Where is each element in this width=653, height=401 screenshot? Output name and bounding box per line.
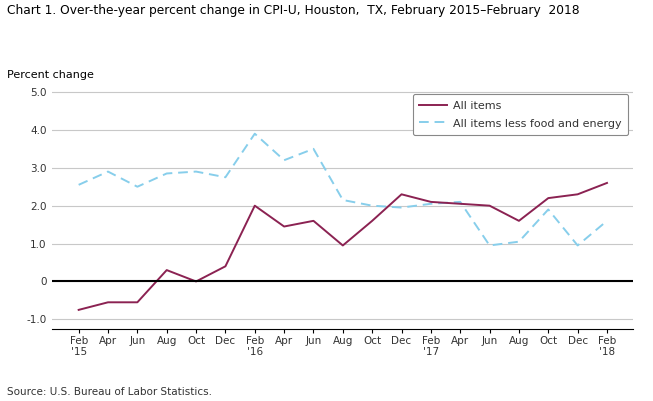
All items less food and energy: [339, 198, 347, 203]
All items: [515, 219, 523, 223]
All items: [74, 308, 82, 312]
All items less food and energy: [574, 243, 582, 248]
All items less food and energy: [515, 239, 523, 244]
All items: [310, 219, 317, 223]
All items less food and energy: [74, 182, 82, 187]
All items less food and energy: [163, 171, 170, 176]
All items less food and energy: [251, 131, 259, 136]
Legend: All items, All items less food and energy: All items, All items less food and energ…: [413, 94, 628, 135]
All items less food and energy: [545, 207, 552, 212]
Text: Source: U.S. Bureau of Labor Statistics.: Source: U.S. Bureau of Labor Statistics.: [7, 387, 212, 397]
All items: [398, 192, 406, 197]
All items: [192, 279, 200, 284]
Text: Chart 1. Over-the-year percent change in CPI-U, Houston,  TX, February 2015–Febr: Chart 1. Over-the-year percent change in…: [7, 4, 579, 17]
All items less food and energy: [398, 205, 406, 210]
All items less food and energy: [104, 169, 112, 174]
All items less food and energy: [280, 158, 288, 163]
All items: [368, 219, 376, 223]
All items: [133, 300, 141, 305]
All items: [545, 196, 552, 200]
All items less food and energy: [133, 184, 141, 189]
All items less food and energy: [427, 201, 435, 206]
All items less food and energy: [486, 243, 494, 248]
All items less food and energy: [192, 169, 200, 174]
All items: [163, 268, 170, 273]
All items less food and energy: [368, 203, 376, 208]
All items: [427, 199, 435, 204]
All items: [251, 203, 259, 208]
All items less food and energy: [603, 219, 611, 223]
All items: [574, 192, 582, 197]
All items: [486, 203, 494, 208]
All items: [339, 243, 347, 248]
All items: [280, 224, 288, 229]
All items less food and energy: [456, 199, 464, 204]
All items less food and energy: [310, 146, 317, 151]
Text: Percent change: Percent change: [7, 70, 93, 80]
All items: [456, 201, 464, 206]
All items less food and energy: [221, 175, 229, 180]
All items: [221, 264, 229, 269]
Line: All items less food and energy: All items less food and energy: [78, 134, 607, 245]
All items: [104, 300, 112, 305]
All items: [603, 180, 611, 185]
Line: All items: All items: [78, 183, 607, 310]
